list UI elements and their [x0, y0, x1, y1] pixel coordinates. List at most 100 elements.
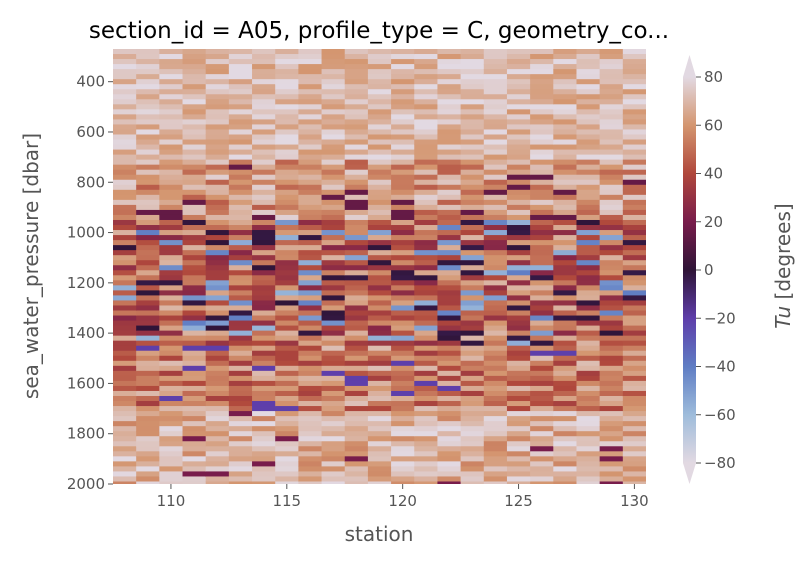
heatmap-cell: [437, 184, 462, 191]
heatmap-cell: [182, 340, 207, 347]
heatmap-cell: [275, 481, 299, 484]
heatmap-cell: [553, 64, 577, 70]
heatmap-cell: [321, 456, 346, 462]
heatmap-cell: [622, 431, 646, 437]
heatmap-cell: [506, 64, 531, 70]
heatmap-cell: [622, 250, 646, 256]
heatmap-cell: [298, 114, 323, 120]
heatmap-cell: [506, 370, 531, 377]
heatmap-cell: [113, 330, 137, 337]
heatmap-cell: [506, 124, 531, 130]
heatmap-cell: [530, 315, 554, 322]
heatmap-cell: [252, 260, 276, 266]
heatmap-cell: [553, 350, 577, 357]
heatmap-cell: [182, 285, 207, 291]
heatmap-cell: [321, 471, 346, 477]
heatmap-cell: [437, 441, 462, 447]
heatmap-cell: [414, 401, 438, 407]
heatmap-cell: [599, 240, 624, 246]
heatmap-cell: [205, 360, 230, 367]
heatmap-cell: [460, 436, 485, 442]
heatmap-cell: [113, 225, 137, 231]
heatmap-cell: [530, 426, 554, 432]
heatmap-cell: [460, 446, 485, 452]
heatmap-cell: [391, 164, 415, 171]
heatmap-cell: [228, 250, 253, 256]
heatmap-cell: [576, 330, 601, 337]
heatmap-cell: [367, 154, 392, 161]
heatmap-cell: [367, 119, 392, 125]
heatmap-cell: [460, 315, 485, 322]
heatmap-cell: [228, 169, 253, 176]
heatmap-cell: [321, 431, 346, 437]
heatmap-cell: [298, 315, 323, 322]
heatmap-cell: [599, 426, 624, 432]
heatmap-cell: [414, 199, 438, 206]
heatmap-cell: [228, 89, 253, 95]
heatmap-cell: [252, 204, 276, 211]
heatmap-cell: [275, 446, 299, 452]
heatmap-cell: [182, 119, 207, 125]
heatmap-cell: [622, 240, 646, 246]
heatmap-cell: [506, 49, 531, 55]
heatmap-cell: [622, 320, 646, 327]
heatmap-cell: [367, 380, 392, 387]
heatmap-cell: [344, 54, 369, 60]
heatmap-cell: [275, 285, 299, 291]
heatmap-cell: [599, 446, 624, 452]
heatmap-cell: [182, 390, 207, 397]
heatmap-cell: [437, 89, 462, 95]
heatmap-cell: [437, 295, 462, 301]
heatmap-cell: [136, 270, 160, 276]
heatmap-cell: [275, 69, 299, 75]
heatmap-cell: [391, 395, 415, 402]
heatmap-cell: [553, 169, 577, 176]
heatmap-cell: [622, 471, 646, 477]
heatmap-cell: [298, 275, 323, 281]
heatmap-cell: [344, 134, 369, 141]
heatmap-cell: [553, 325, 577, 332]
heatmap-cell: [344, 471, 369, 477]
heatmap-cell: [460, 154, 485, 161]
heatmap-cell: [553, 431, 577, 437]
heatmap-cell: [506, 164, 531, 171]
heatmap-cell: [228, 109, 253, 115]
x-tick-label: 125: [504, 492, 533, 510]
heatmap-cell: [252, 421, 276, 427]
heatmap-cell: [483, 74, 508, 80]
heatmap-cell: [367, 285, 392, 291]
heatmap-cell: [391, 401, 415, 407]
heatmap-cell: [298, 330, 323, 337]
heatmap-cell: [553, 144, 577, 151]
y-tick-label: 1200: [67, 274, 105, 292]
heatmap-cell: [483, 104, 508, 110]
heatmap-cell: [506, 260, 531, 266]
heatmap-cell: [228, 456, 253, 462]
heatmap-cell: [275, 375, 299, 382]
heatmap-cell: [252, 285, 276, 291]
heatmap-cell: [437, 476, 462, 482]
heatmap-cell: [228, 431, 253, 437]
heatmap-cell: [483, 109, 508, 115]
heatmap-cell: [599, 466, 624, 472]
heatmap-cell: [367, 89, 392, 95]
heatmap-cell: [576, 275, 601, 281]
heatmap-cell: [391, 275, 415, 281]
x-tick-label: 110: [157, 492, 186, 510]
heatmap-cell: [599, 184, 624, 191]
heatmap-cell: [414, 124, 438, 130]
heatmap-cell: [205, 74, 230, 80]
heatmap-cell: [622, 280, 646, 286]
heatmap-cell: [275, 441, 299, 447]
heatmap-cell: [391, 204, 415, 211]
heatmap-cell: [576, 265, 601, 271]
heatmap-cell: [414, 466, 438, 472]
heatmap-cell: [553, 199, 577, 206]
heatmap-cell: [252, 461, 276, 467]
heatmap-cell: [205, 204, 230, 211]
heatmap-cell: [622, 104, 646, 110]
heatmap-cell: [321, 124, 346, 130]
heatmap-cell: [367, 134, 392, 141]
heatmap-cell: [182, 426, 207, 432]
